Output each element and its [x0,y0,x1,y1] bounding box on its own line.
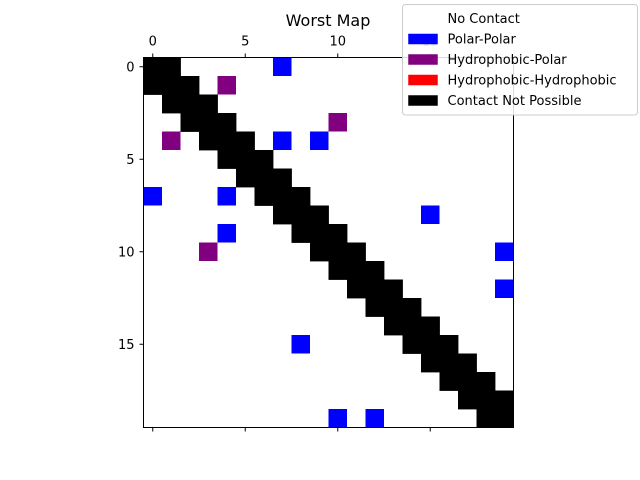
cell-contact-not-possible [347,242,366,262]
cell-contact-not-possible [273,168,292,188]
x-tick-label: 0 [149,35,157,50]
chart-title: Worst Map [286,11,371,30]
cell-contact-not-possible [162,57,181,77]
cell-contact-not-possible [236,168,255,188]
cell-pp-7-0 [143,187,162,206]
x-tick-label: 10 [329,35,346,50]
plot-frame [143,57,514,428]
cell-contact-not-possible [439,353,459,373]
cell-contact-not-possible [273,187,292,206]
cell-contact-not-possible [476,409,496,428]
cell-contact-not-possible [384,316,403,336]
cell-contact-not-possible [476,372,496,391]
cell-contact-not-possible [347,279,366,299]
cell-contact-not-possible [254,150,274,169]
y-tick-label: 15 [118,338,135,353]
legend-label-np: Contact Not Possible [448,94,582,109]
cell-contact-not-possible [254,168,274,188]
cell-contact-not-possible [217,113,237,132]
cell-contact-not-possible [254,187,274,206]
heatmap-cells [143,57,514,428]
cell-pp-0-7 [273,57,292,76]
cell-contact-not-possible [162,76,181,95]
legend-label-none: No Contact [448,12,520,27]
cell-contact-not-possible [291,187,311,206]
cell-contact-not-possible [180,113,200,132]
cell-hp-10-3 [199,242,218,261]
legend: No Contact Polar-Polar Hydrophobic-Polar Hy… [402,4,638,116]
cell-contact-not-possible [439,372,459,391]
cell-contact-not-possible [458,372,477,391]
cell-pp-4-7 [273,131,292,150]
cell-contact-not-possible [328,242,348,262]
cell-contact-not-possible [199,94,218,114]
cell-pp-10-19 [495,242,514,261]
cell-contact-not-possible [291,205,311,225]
cell-contact-not-possible [421,353,440,373]
x-tick-label: 5 [241,35,249,50]
cell-contact-not-possible [495,390,514,410]
cell-contact-not-possible [402,335,422,354]
y-tick-label: 0 [126,60,134,75]
cell-contact-not-possible [365,298,385,317]
cell-pp-12-19 [495,279,514,298]
cell-contact-not-possible [365,261,385,280]
y-tick-label: 10 [118,245,135,260]
cell-contact-not-possible [347,261,366,280]
cell-contact-not-possible [328,261,348,280]
cell-hp-4-1 [162,131,181,150]
cell-hp-1-4 [217,76,236,95]
cell-contact-not-possible [365,279,385,299]
cell-pp-9-4 [217,224,236,243]
cell-pp-4-9 [310,131,329,150]
cell-contact-not-possible [180,76,200,95]
legend-label-pp: Polar-Polar [448,33,517,48]
cell-pp-8-15 [421,205,440,224]
cell-contact-not-possible [162,94,181,114]
cell-contact-not-possible [273,205,292,225]
cell-contact-not-possible [199,113,218,132]
cell-contact-not-possible [236,150,255,169]
cell-contact-not-possible [236,131,255,151]
cell-contact-not-possible [476,390,496,410]
cell-contact-not-possible [402,298,422,317]
legend-swatch-np [408,95,438,106]
cell-contact-not-possible [328,224,348,243]
cell-contact-not-possible [402,316,422,336]
cell-pp-15-8 [291,335,310,354]
legend-box [402,4,638,116]
cell-contact-not-possible [458,353,477,373]
cell-pp-19-12 [365,409,384,428]
cell-contact-not-possible [310,242,329,262]
legend-swatch-hh [408,74,438,86]
cell-contact-not-possible [421,316,440,336]
cell-hp-3-10 [328,113,347,132]
cell-contact-not-possible [143,76,163,95]
legend-label-hh: Hydrophobic-Hydrophobic [448,74,617,89]
cell-contact-not-possible [291,224,311,243]
legend-swatch-none [408,13,438,24]
cell-contact-not-possible [199,131,218,151]
cell-contact-not-possible [217,131,237,151]
cell-contact-not-possible [458,390,477,410]
cell-contact-not-possible [495,409,514,428]
cell-contact-not-possible [439,335,459,354]
cell-contact-not-possible [421,335,440,354]
cell-contact-not-possible [180,94,200,114]
cell-contact-not-possible [310,205,329,225]
cell-contact-not-possible [310,224,329,243]
axes: 051015051015 [118,35,514,432]
cell-contact-not-possible [384,279,403,299]
cell-contact-not-possible [143,57,163,77]
legend-swatch-hp [408,54,438,65]
legend-label-hp: Hydrophobic-Polar [448,53,568,68]
cell-contact-not-possible [217,150,237,169]
cell-pp-7-4 [217,187,236,206]
cell-contact-not-possible [384,298,403,317]
cell-pp-19-10 [328,409,347,428]
y-tick-label: 5 [126,153,134,168]
legend-swatch-pp [408,33,438,45]
